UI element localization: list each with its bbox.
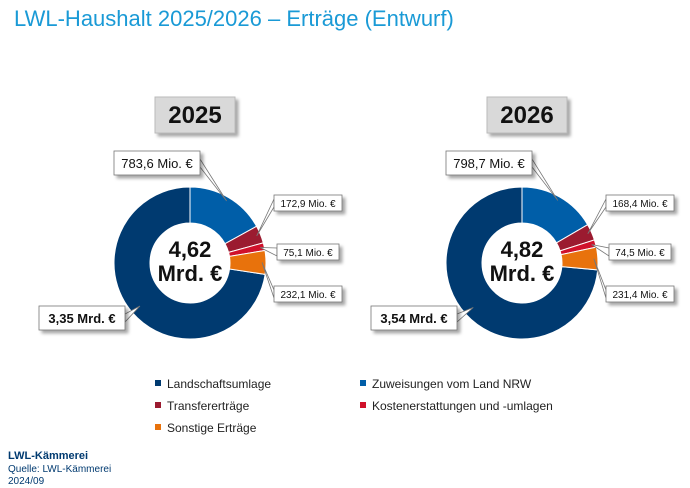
legend-label: Transfererträge (167, 399, 250, 413)
donut-slice (228, 249, 267, 275)
year-box (486, 96, 568, 134)
year-label: 2025 (168, 102, 221, 129)
legend-label: Zuweisungen vom Land NRW (372, 377, 532, 391)
label-box (370, 305, 458, 331)
label-box (605, 194, 675, 212)
label-box (273, 285, 343, 303)
callout (256, 198, 275, 237)
center-label: 4,82 Mrd. € (489, 237, 555, 286)
callout (587, 198, 607, 234)
label-box (445, 150, 533, 176)
value-label: 798,7 Mio. € (453, 156, 525, 171)
footer-date: 2024/09 (8, 476, 45, 487)
label-box (273, 194, 343, 212)
label-box (605, 285, 675, 303)
year-box (154, 96, 236, 134)
legend-swatch (360, 380, 366, 386)
legend-label: Kostenerstattungen und -umlagen (372, 399, 553, 413)
value-label: 172,9 Mio. € (280, 199, 335, 210)
value-label: 3,54 Mrd. € (380, 311, 447, 326)
value-label: 231,4 Mio. € (612, 290, 667, 301)
legend-swatch (155, 402, 161, 408)
legend-swatch (360, 402, 366, 408)
donut-slice (445, 186, 599, 340)
label-box (38, 305, 126, 331)
donut-slice (113, 186, 266, 340)
value-label: 74,5 Mio. € (615, 248, 665, 259)
legend-label: Sonstige Erträge (167, 421, 257, 435)
value-label: 232,1 Mio. € (280, 290, 335, 301)
year-label: 2026 (500, 102, 553, 129)
value-label: 168,4 Mio. € (612, 199, 667, 210)
footer-source: Quelle: LWL-Kämmerei (8, 464, 112, 475)
center-label: 4,62 Mrd. € (157, 237, 223, 286)
legend-swatch (155, 380, 161, 386)
legend-label: Landschaftsumlage (167, 377, 271, 391)
footer-org: LWL-Kämmerei (8, 450, 89, 462)
value-label: 783,6 Mio. € (121, 156, 193, 171)
label-box (608, 243, 672, 261)
donut-slice (560, 246, 599, 271)
value-label: 3,35 Mrd. € (48, 311, 115, 326)
legend-swatch (155, 424, 161, 430)
value-label: 75,1 Mio. € (283, 248, 333, 259)
label-box (276, 243, 340, 261)
label-box (113, 150, 201, 176)
page-title: LWL-Haushalt 2025/2026 – Erträge (Entwur… (14, 6, 454, 31)
